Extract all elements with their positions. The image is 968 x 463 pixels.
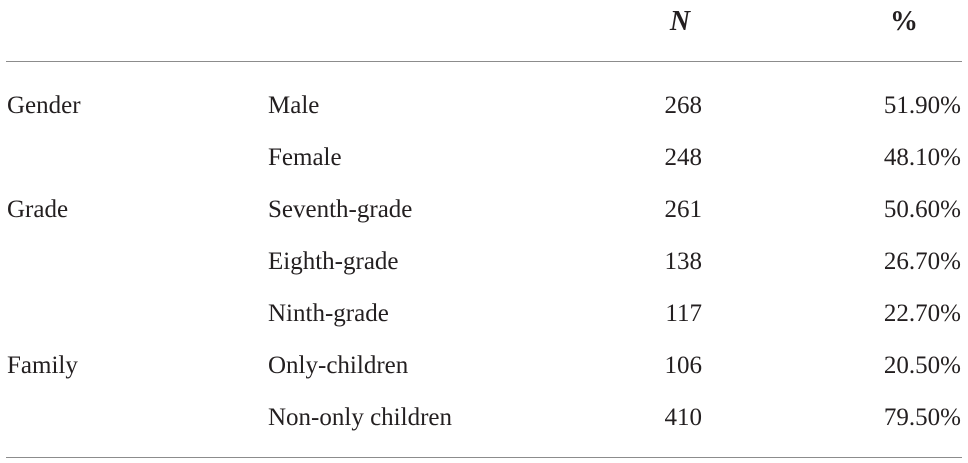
subcategory-cell: Female (268, 144, 342, 171)
subcategory-cell: Ninth-grade (268, 300, 389, 327)
table-row: Non-only children 410 79.50% (0, 392, 968, 444)
bottom-rule (6, 457, 962, 458)
header-percent: % (890, 6, 918, 37)
table-row: Gender Male 268 51.90% (0, 80, 968, 132)
category-cell: Grade (7, 196, 69, 223)
table-row: Ninth-grade 117 22.70% (0, 288, 968, 340)
n-cell: 106 (664, 352, 703, 379)
subcategory-cell: Seventh-grade (268, 196, 413, 223)
n-cell: 248 (664, 144, 703, 171)
table-row: Eighth-grade 138 26.70% (0, 236, 968, 288)
table-row: Female 248 48.10% (0, 132, 968, 184)
n-cell: 268 (664, 92, 703, 119)
percent-cell: 20.50% (883, 352, 961, 379)
subcategory-cell: Male (268, 92, 320, 119)
subcategory-cell: Non-only children (268, 404, 452, 431)
n-cell: 410 (664, 404, 703, 431)
category-cell: Family (7, 352, 78, 379)
n-cell: 261 (664, 196, 703, 223)
table-row: Grade Seventh-grade 261 50.60% (0, 184, 968, 236)
table-row: Family Only-children 106 20.50% (0, 340, 968, 392)
percent-cell: 79.50% (883, 404, 961, 431)
percent-cell: 48.10% (883, 144, 961, 171)
n-cell: 117 (665, 300, 702, 327)
header-n: N (669, 6, 691, 37)
n-cell: 138 (664, 248, 703, 275)
percent-cell: 22.70% (883, 300, 961, 327)
percent-cell: 26.70% (883, 248, 961, 275)
subcategory-cell: Eighth-grade (268, 248, 399, 275)
category-cell: Gender (7, 92, 81, 119)
top-rule (6, 61, 962, 62)
percent-cell: 51.90% (883, 92, 961, 119)
percent-cell: 50.60% (883, 196, 961, 223)
subcategory-cell: Only-children (268, 352, 409, 379)
